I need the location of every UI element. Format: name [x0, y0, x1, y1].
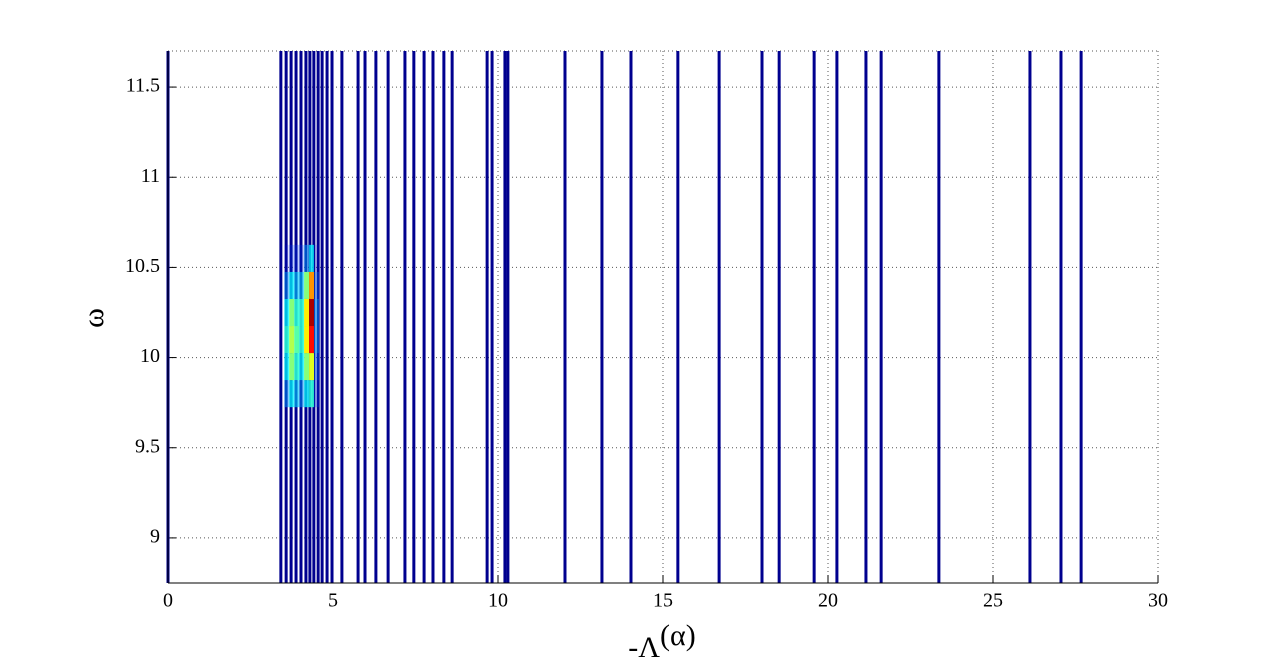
heatmap-cell — [294, 298, 300, 327]
y-tick-label: 10 — [140, 345, 160, 367]
heatmap-cell — [314, 326, 319, 354]
heatmap-cell — [309, 271, 315, 299]
heatmap-cell — [304, 298, 310, 327]
heatmap-cell — [299, 244, 305, 272]
heatmap-cell — [314, 380, 319, 408]
y-tick-label: 11 — [141, 165, 160, 187]
x-tick-label: 25 — [983, 590, 1003, 612]
heatmap-cell — [289, 271, 295, 299]
heatmap-cell — [314, 353, 319, 381]
y-axis-label: ω — [77, 308, 110, 328]
x-tick-label: 15 — [653, 590, 673, 612]
heatmap-cell — [284, 244, 290, 272]
heatmap-cell — [299, 271, 305, 299]
heatmap-cell — [284, 271, 290, 299]
x-label-base: -Λ — [628, 631, 660, 664]
y-tick-label: 10.5 — [125, 255, 160, 277]
heatmap-cell — [289, 326, 295, 354]
y-tick-label: 11.5 — [126, 75, 160, 97]
x-tick-label: 20 — [818, 590, 838, 612]
heatmap-cell — [289, 244, 295, 272]
heatmap-cell — [314, 271, 319, 299]
heatmap-cell — [304, 326, 310, 354]
heatmap-cell — [294, 380, 300, 408]
heatmap-cell — [309, 298, 315, 327]
heatmap-cell — [299, 326, 305, 354]
heatmap-cell — [294, 271, 300, 299]
heatmap-cell — [299, 298, 305, 327]
heatmap-cell — [289, 353, 295, 381]
x-tick-label: 30 — [1148, 590, 1168, 612]
heatmap-cell — [304, 271, 310, 299]
heatmap-cell — [284, 326, 290, 354]
heatmap-cell — [304, 244, 310, 272]
y-tick-label: 9 — [150, 526, 160, 548]
heatmap-cell — [294, 326, 300, 354]
x-tick-label: 5 — [328, 590, 338, 612]
x-axis-label: -Λ(α) — [628, 619, 695, 664]
heatmap-cell — [294, 353, 300, 381]
x-label-sup: (α) — [660, 619, 696, 652]
heatmap-cell — [289, 298, 295, 327]
heatmap-cell — [309, 326, 315, 354]
heatmap-cell — [294, 244, 300, 272]
heatmap-cell — [284, 380, 290, 408]
heatmap-cell — [309, 353, 315, 381]
heatmap-cell — [284, 298, 290, 327]
y-tick-label: 9.5 — [135, 435, 160, 457]
heatmap-cell — [314, 244, 319, 272]
heatmap-cell — [299, 380, 305, 408]
heatmap-cell — [314, 298, 319, 327]
heatmap-cell — [309, 244, 315, 272]
x-tick-label: 10 — [488, 590, 508, 612]
heatmap-cell — [299, 353, 305, 381]
heatmap-cell — [304, 353, 310, 381]
heatmap-cell — [289, 380, 295, 408]
heatmap-cell — [284, 353, 290, 381]
x-tick-label: 0 — [163, 590, 173, 612]
heatmap-cell — [309, 380, 315, 408]
heatmap-cell — [304, 380, 310, 408]
